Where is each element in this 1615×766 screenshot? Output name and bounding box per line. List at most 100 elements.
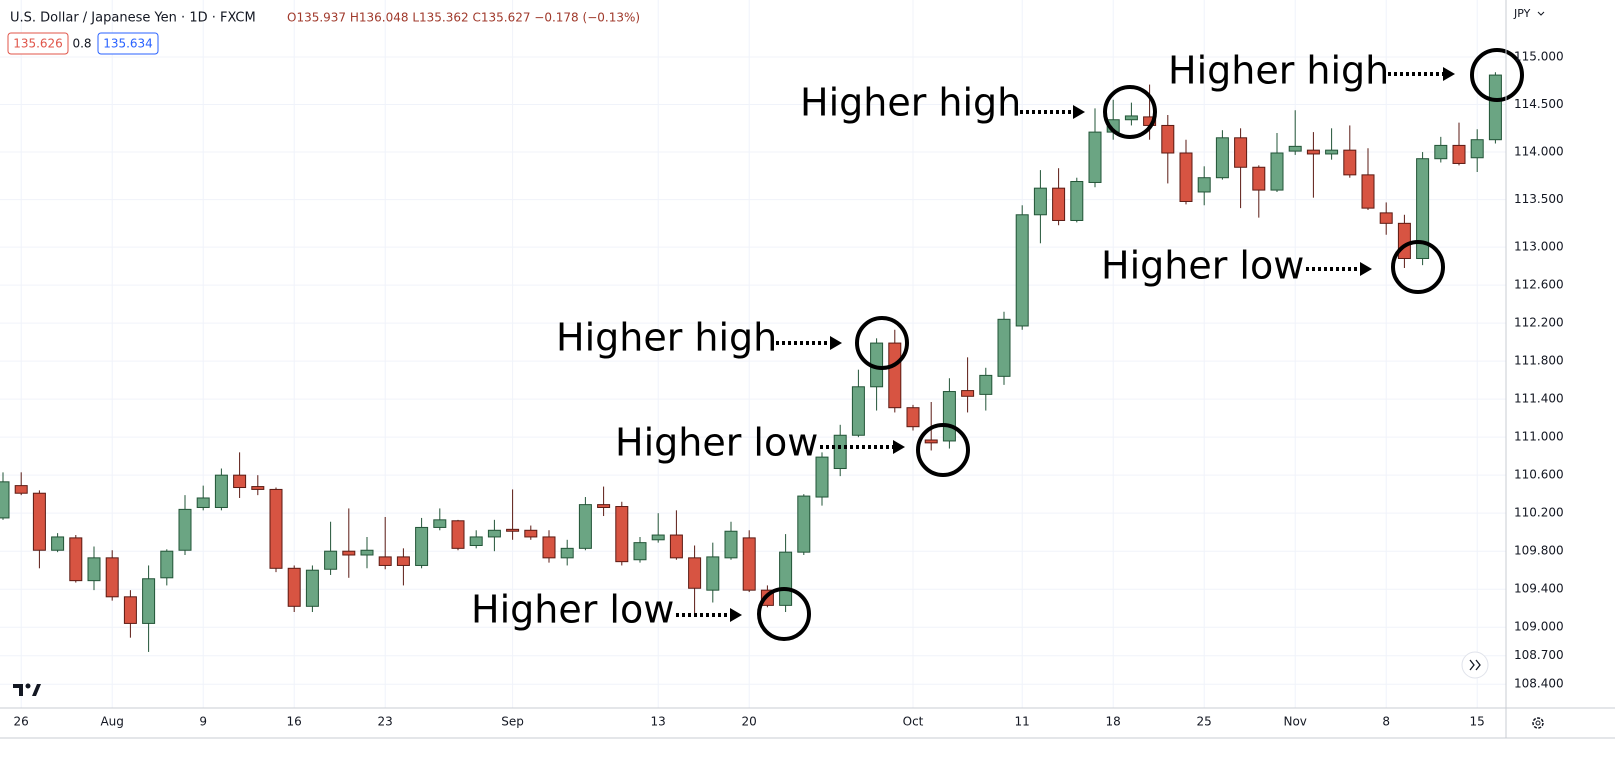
candle-body (214, 474, 228, 508)
candle-body (123, 596, 137, 624)
candle-body (87, 557, 101, 582)
candle-body (961, 390, 975, 397)
annotation-arrowhead (1360, 262, 1372, 276)
candle-body (1161, 124, 1175, 154)
y-tick-label: 113.000 (1514, 240, 1564, 254)
scroll-button[interactable] (1461, 651, 1489, 679)
y-tick-label: 109.800 (1514, 544, 1564, 558)
candle-body (287, 567, 301, 607)
bid-price: 135.626 (13, 37, 63, 51)
candle-body (560, 547, 574, 559)
annotation-circle (1103, 85, 1157, 139)
candle-body (1470, 139, 1484, 159)
candle-body (1288, 145, 1302, 152)
candle-body (542, 536, 556, 559)
candle-body (906, 407, 920, 428)
x-tick-label: 23 (378, 715, 393, 729)
ask-price: 135.634 (103, 37, 153, 51)
annotation-arrowhead (830, 336, 842, 350)
candle-body (160, 550, 174, 579)
candle-body (1252, 166, 1266, 191)
y-tick-label: 110.200 (1514, 506, 1564, 520)
currency-label[interactable]: JPY (1513, 7, 1531, 20)
x-tick-label: Aug (100, 715, 123, 729)
x-tick-label: 11 (1015, 715, 1030, 729)
spread: 0.8 (72, 37, 91, 51)
annotation-arrowhead (1073, 105, 1085, 119)
candle-body (1488, 74, 1502, 141)
candle-body (1452, 144, 1466, 164)
candle-body (1379, 212, 1393, 224)
candle-body (924, 439, 938, 444)
candle-body (415, 526, 429, 566)
y-tick-label: 111.400 (1514, 392, 1564, 406)
candle-body (1052, 187, 1066, 221)
y-tick-label: 108.400 (1514, 677, 1564, 691)
candle-body (651, 534, 665, 541)
candle-body (1270, 152, 1284, 191)
x-tick-label: 25 (1197, 715, 1212, 729)
candle-body (1179, 152, 1193, 202)
candle-body (633, 542, 647, 561)
candle-body (742, 537, 756, 591)
candle-body (0, 481, 10, 519)
candle-body (706, 556, 720, 591)
candle-body (597, 504, 611, 508)
annotation-text: Higher high (556, 316, 777, 360)
x-tick-label: 9 (199, 715, 207, 729)
y-tick-label: 113.500 (1514, 192, 1564, 206)
bid-badge (7, 32, 69, 55)
ohlc-readout: O135.937 H136.048 L135.362 C135.627 −0.1… (287, 11, 640, 25)
candle-body (32, 492, 46, 551)
x-tick-label: Sep (501, 715, 524, 729)
x-tick-label: 20 (742, 715, 757, 729)
x-tick-label: 18 (1106, 715, 1121, 729)
annotation-circle (916, 423, 970, 477)
annotation-text: Higher high (1168, 49, 1389, 93)
candle-body (433, 519, 447, 528)
x-tick-label: Oct (903, 715, 924, 729)
annotation-circle (1470, 48, 1524, 102)
candle-body (251, 486, 265, 490)
annotations: Higher high Higher high Higher high Higher … (471, 48, 1524, 641)
candle-body (1215, 137, 1229, 179)
currency-chevron[interactable] (1537, 11, 1545, 16)
candle-body (142, 578, 156, 624)
candle-body (578, 504, 592, 549)
candle-body (1197, 177, 1211, 193)
candle-body (378, 556, 392, 566)
annotation-text: Higher high (800, 81, 1021, 125)
candle-body (506, 528, 520, 532)
candle-body (469, 536, 483, 546)
annotation-text: Higher low (615, 421, 818, 465)
y-tick-label: 112.200 (1514, 316, 1564, 330)
candle-body (1325, 149, 1339, 155)
annotation-circle (757, 587, 811, 641)
annotation-circle (855, 316, 909, 370)
settings-icon[interactable] (1532, 717, 1544, 729)
ask-badge (97, 32, 159, 55)
candle-body (1015, 214, 1029, 327)
annotation-text: Higher low (471, 588, 674, 632)
candle-body (688, 557, 702, 589)
candle-body (451, 520, 465, 549)
candle-body (1124, 115, 1138, 121)
candle-body (833, 434, 847, 470)
y-tick-label: 114.500 (1514, 97, 1564, 111)
candle-body (1416, 158, 1430, 259)
candle-body (233, 474, 247, 489)
candle-body (942, 391, 956, 442)
y-tick-label: 111.000 (1514, 430, 1564, 444)
candle-body (615, 506, 629, 563)
candle-body (888, 342, 902, 409)
candle-body (51, 536, 65, 551)
symbol-title: U.S. Dollar / Japanese Yen · 1D · FXCM (10, 11, 256, 26)
candle-body (524, 529, 538, 538)
candle-body (997, 318, 1011, 377)
candle-body (1234, 137, 1248, 168)
candle-body (105, 557, 119, 598)
candle-body (815, 456, 829, 498)
candle-body (1306, 149, 1320, 155)
grid (0, 0, 1506, 708)
